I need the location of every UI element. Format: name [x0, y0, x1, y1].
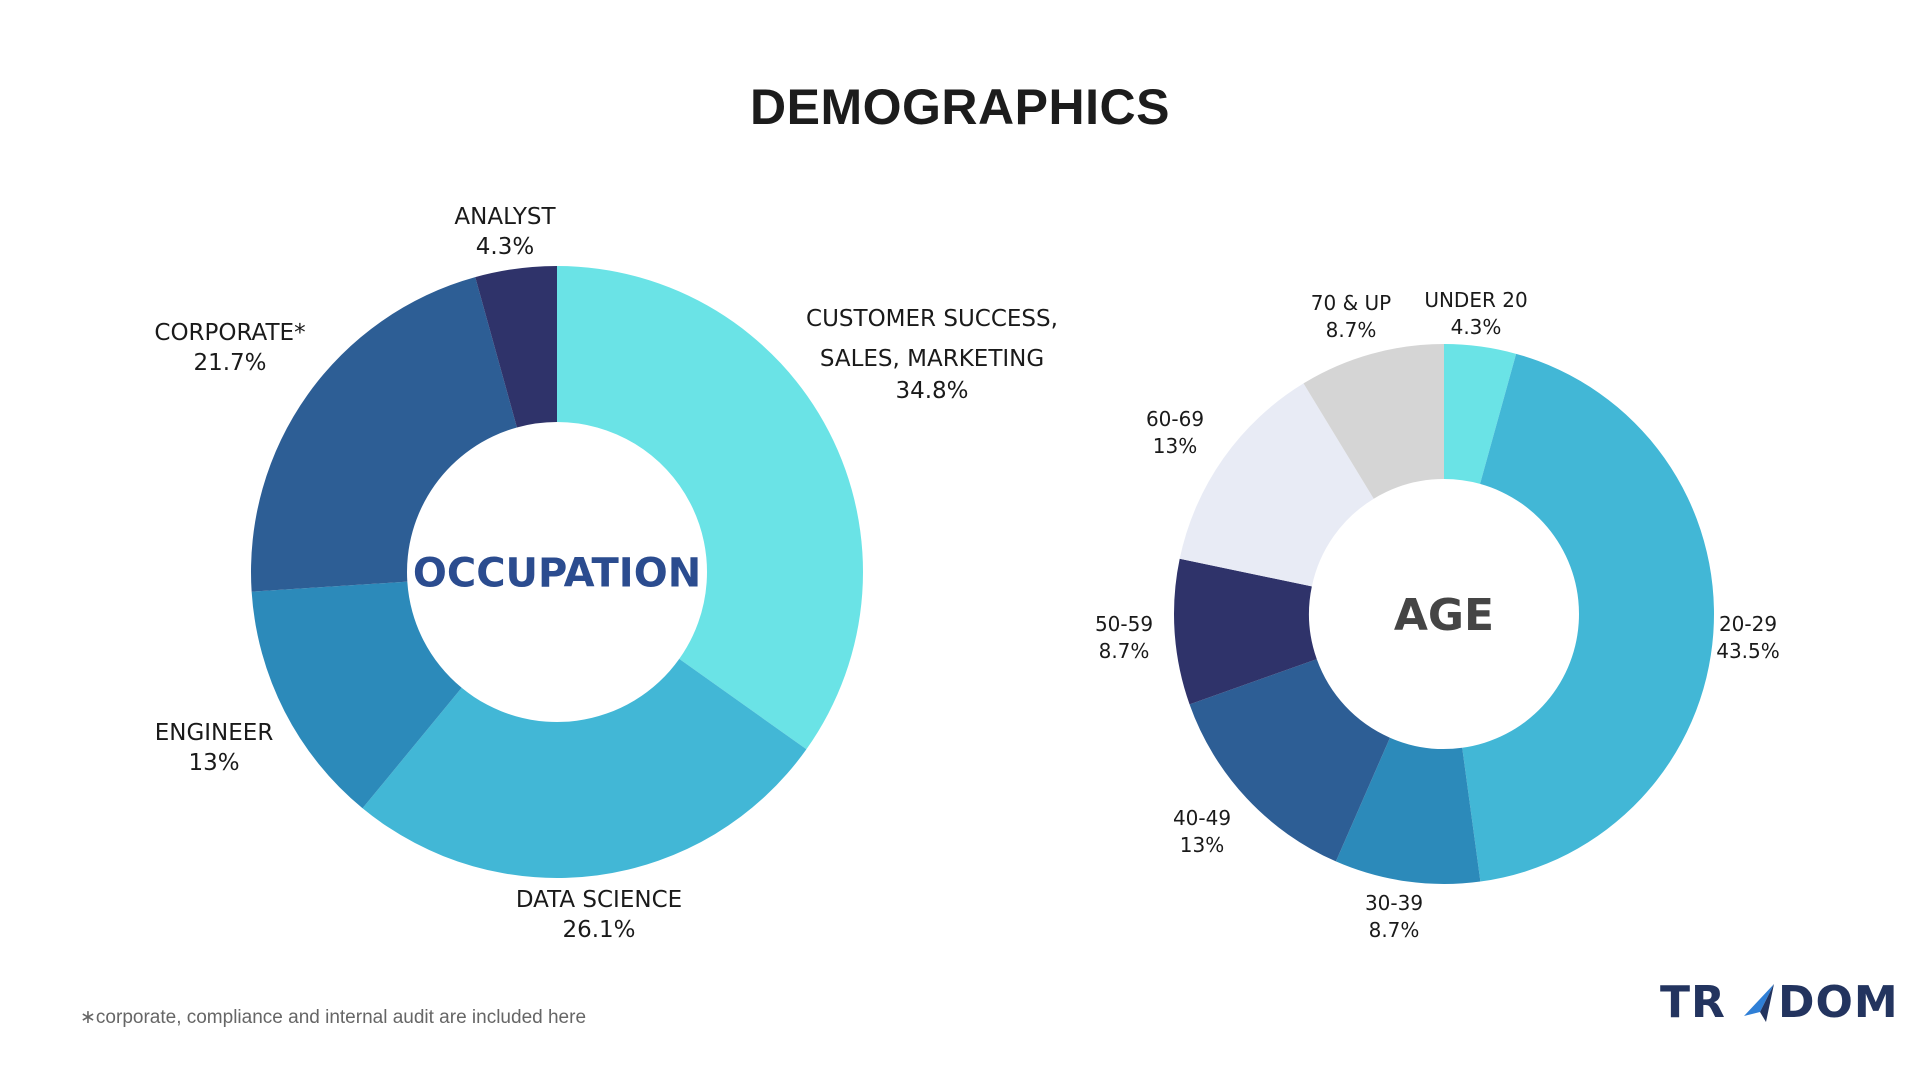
age-slice-label: 60-69 — [1146, 407, 1204, 431]
occupation-slice-data-science — [362, 658, 807, 878]
age-slice-value: 8.7% — [1099, 639, 1150, 663]
occupation-slice-analyst — [475, 266, 557, 428]
age-slice-label: 30-39 — [1365, 891, 1423, 915]
logo-text-left: TR — [1660, 977, 1726, 1028]
paper-plane-icon — [1744, 984, 1774, 1022]
occupation-slice-label: CORPORATE* — [154, 320, 305, 346]
age-slice-value: 8.7% — [1369, 918, 1420, 942]
footnote: ∗corporate, compliance and internal audi… — [80, 1007, 587, 1028]
occupation-slice-label: ANALYST — [454, 204, 556, 230]
age-slice-value: 43.5% — [1716, 639, 1780, 663]
occupation-slice-value: 13% — [188, 750, 239, 776]
age-slice-label: 20-29 — [1719, 612, 1777, 636]
age-slice-60-69 — [1179, 383, 1374, 587]
age-center-label: AGE — [1394, 590, 1494, 641]
age-slice-under-20 — [1444, 344, 1517, 484]
age-slice-value: 4.3% — [1451, 315, 1502, 339]
occupation-slice-engineer — [251, 581, 462, 809]
occupation-slice-value: 4.3% — [476, 234, 534, 260]
age-slice-value: 13% — [1180, 833, 1224, 857]
age-slice-label: UNDER 20 — [1424, 288, 1527, 312]
occupation-slice-customer-success-sales-marketing — [557, 266, 863, 750]
occupation-slice-label: CUSTOMER SUCCESS, — [806, 306, 1058, 332]
occupation-slice-corporate — [251, 277, 517, 592]
occupation-slice-label: ENGINEER — [155, 720, 274, 746]
occupation-slice-label: SALES, MARKETING — [820, 346, 1044, 372]
age-slice-70-up — [1303, 344, 1444, 499]
age-slice-value: 8.7% — [1326, 318, 1377, 342]
age-slice-30-39 — [1335, 737, 1481, 885]
age-slice-20-29 — [1462, 353, 1714, 882]
tradom-logo: TR DOM — [1660, 977, 1898, 1028]
age-donut-chart: UNDER 20 4.3% 20-29 43.5% 30-39 8.7% 40-49 13% 5… — [1095, 288, 1780, 942]
logo-text-right: DOM — [1778, 977, 1899, 1028]
age-slice-40-49 — [1189, 659, 1390, 862]
occupation-slice-value: 26.1% — [562, 917, 635, 943]
occupation-donut-chart: CUSTOMER SUCCESS, SALES, MARKETING 34.8% DA… — [154, 204, 1058, 943]
age-slice-label: 70 & UP — [1311, 291, 1391, 315]
occupation-slice-value: 21.7% — [193, 350, 266, 376]
age-slice-label: 50-59 — [1095, 612, 1153, 636]
occupation-center-label: OCCUPATION — [413, 550, 701, 596]
page-title: DEMOGRAPHICS — [750, 79, 1170, 135]
age-slice-50-59 — [1173, 558, 1317, 705]
occupation-slice-label: DATA SCIENCE — [516, 887, 682, 913]
age-slice-value: 13% — [1153, 434, 1197, 458]
occupation-slice-value: 34.8% — [895, 378, 968, 404]
age-slice-label: 40-49 — [1173, 806, 1231, 830]
